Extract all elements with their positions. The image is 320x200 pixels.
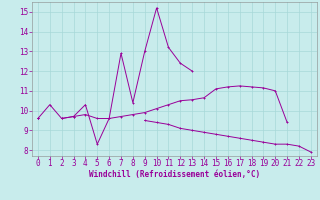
X-axis label: Windchill (Refroidissement éolien,°C): Windchill (Refroidissement éolien,°C) <box>89 170 260 179</box>
